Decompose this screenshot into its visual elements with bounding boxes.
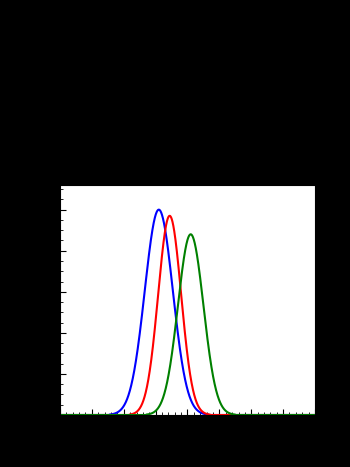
- X-axis label: Phospho-4E-BP1 (T37/46): Phospho-4E-BP1 (T37/46): [98, 424, 277, 437]
- Y-axis label: Events: Events: [38, 276, 51, 324]
